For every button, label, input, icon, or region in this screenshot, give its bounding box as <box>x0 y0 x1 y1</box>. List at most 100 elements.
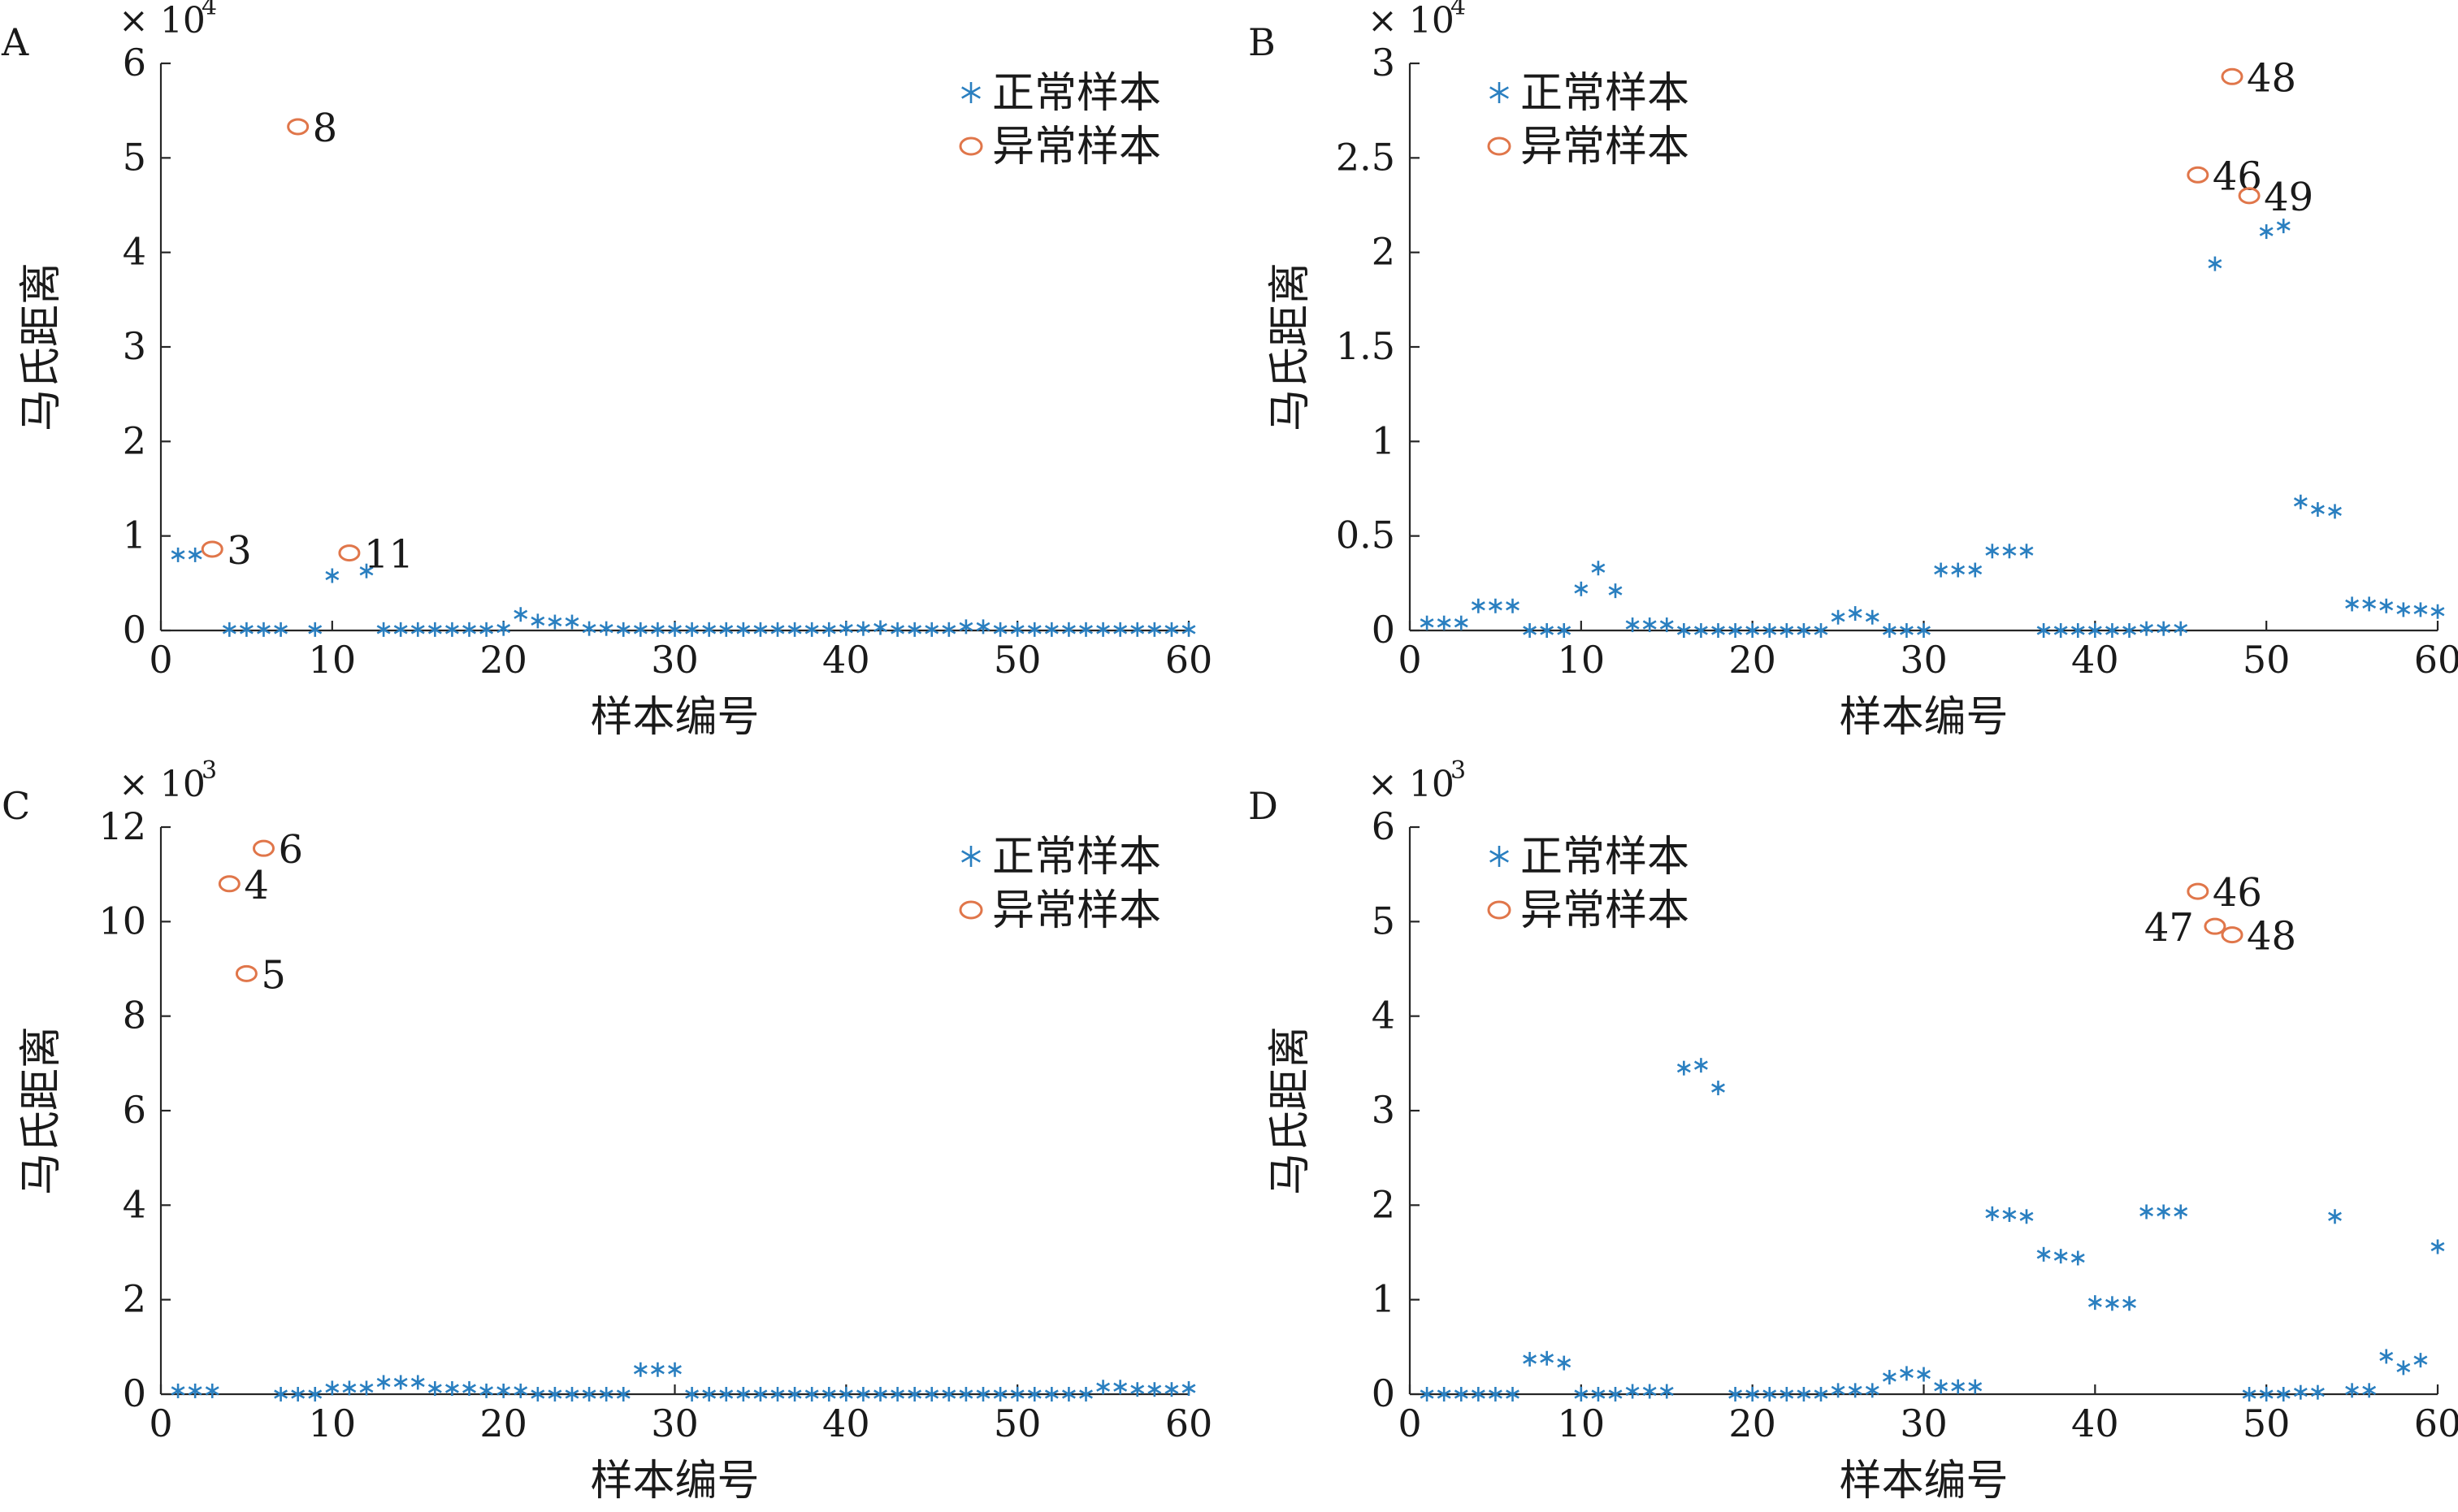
normal-point <box>342 1380 357 1396</box>
normal-point <box>1488 598 1502 613</box>
normal-point <box>822 1387 836 1402</box>
x-tick-label: 30 <box>651 638 699 682</box>
normal-point <box>548 1387 562 1402</box>
normal-point <box>736 622 751 637</box>
normal-point <box>650 1362 665 1377</box>
outlier-point <box>253 839 275 857</box>
x-tick-label: 40 <box>2071 1402 2119 1445</box>
x-tick-label: 60 <box>2414 638 2458 682</box>
y-exponent: × 104 <box>1368 0 1466 41</box>
normal-point <box>308 1387 323 1402</box>
normal-point <box>1968 1379 1983 1394</box>
normal-point <box>891 622 905 637</box>
outlier-label: 46 <box>2213 154 2262 199</box>
normal-point <box>925 1387 939 1402</box>
normal-point <box>479 622 494 637</box>
normal-point <box>1608 1387 1623 1402</box>
normal-point <box>2174 1204 2188 1220</box>
normal-point <box>1762 623 1777 638</box>
normal-point <box>462 1381 476 1397</box>
normal-point <box>650 622 665 637</box>
outlier-point <box>201 540 223 558</box>
normal-point <box>1540 1350 1554 1366</box>
normal-point <box>376 1375 391 1390</box>
normal-point <box>2139 621 2154 636</box>
normal-point <box>770 622 785 637</box>
x-tick-label: 10 <box>1558 1402 1606 1445</box>
y-tick-label: 10 <box>98 899 146 942</box>
normal-point <box>1044 622 1059 637</box>
normal-point <box>668 1362 682 1377</box>
outlier-label: 48 <box>2247 55 2296 101</box>
y-tick-label: 4 <box>1372 994 1395 1038</box>
normal-point <box>222 622 236 637</box>
normal-point <box>1797 623 1811 638</box>
legend-marker-outlier <box>959 900 983 920</box>
normal-points <box>171 547 1196 637</box>
normal-point <box>1728 1387 1743 1402</box>
normal-point <box>325 1380 340 1396</box>
y-tick-label: 3 <box>1372 1088 1395 1132</box>
normal-point <box>599 1387 613 1402</box>
normal-point <box>2430 1239 2445 1254</box>
legend-marker-normal <box>1489 82 1509 103</box>
x-tick-label: 50 <box>2243 1402 2291 1445</box>
normal-point <box>1882 623 1897 638</box>
normal-point <box>1917 623 1931 638</box>
normal-point <box>1027 622 1042 637</box>
x-tick-label: 30 <box>1900 638 1948 682</box>
normal-point <box>1420 1387 1434 1402</box>
x-tick-label: 10 <box>1558 638 1606 682</box>
normal-points <box>171 1362 1196 1402</box>
y-tick-label: 1.5 <box>1336 324 1395 368</box>
normal-point <box>1010 622 1025 637</box>
normal-point <box>2139 1204 2154 1220</box>
y-tick-label: 0 <box>1372 1371 1395 1415</box>
y-tick-label: 0 <box>1372 608 1395 652</box>
chart-panel-b: B00.511.522.530 10 20 30 40 50 60× 104样本编号马氏距离… <box>1248 0 2458 742</box>
y-tick-label: 0 <box>123 1371 146 1415</box>
normal-point <box>2396 602 2411 617</box>
normal-point <box>633 622 648 637</box>
normal-point <box>1506 598 1519 613</box>
y-tick-label: 5 <box>123 135 146 179</box>
normal-point <box>2002 1207 2017 1222</box>
normal-point <box>2174 621 2188 636</box>
x-tick-label: 60 <box>1165 638 1213 682</box>
normal-point <box>2379 1349 2394 1364</box>
legend-marker-outlier <box>1487 136 1511 156</box>
legend-entry-normal: 正常样本 <box>992 69 1161 118</box>
normal-point <box>1113 622 1128 637</box>
normal-point <box>2276 1387 2291 1402</box>
legend-entry-normal: 正常样本 <box>1520 69 1689 118</box>
normal-point <box>942 1387 956 1402</box>
outlier-points: 4 5 6 <box>218 827 303 998</box>
legend-entry-outlier: 异常样本 <box>992 123 1161 171</box>
x-axis-label: 样本编号 <box>590 693 759 742</box>
normal-point <box>1454 1387 1468 1402</box>
exponent-base: × 10 <box>1368 0 1454 41</box>
normal-point <box>496 1383 511 1398</box>
normal-point <box>1079 622 1093 637</box>
legend-entry-outlier: 异常样本 <box>1520 123 1689 171</box>
y-tick-label: 0 <box>123 608 146 652</box>
normal-point <box>2036 1246 2051 1262</box>
y-tick-label: 5 <box>1372 899 1395 942</box>
normal-point <box>1471 1387 1485 1402</box>
normal-point <box>2430 604 2445 619</box>
normal-point <box>1147 622 1162 637</box>
normal-point <box>1147 1382 1162 1397</box>
normal-point <box>1096 622 1111 637</box>
normal-point <box>1181 1381 1196 1397</box>
normal-point <box>685 622 700 637</box>
normal-point <box>1985 544 2000 559</box>
normal-point <box>942 622 956 637</box>
normal-point <box>1488 1387 1502 1402</box>
outlier-label: 48 <box>2247 914 2296 960</box>
normal-point <box>1164 622 1179 637</box>
x-tick-label: 60 <box>1165 1402 1213 1445</box>
outlier-point <box>287 118 310 136</box>
normal-point <box>2413 1353 2428 1368</box>
